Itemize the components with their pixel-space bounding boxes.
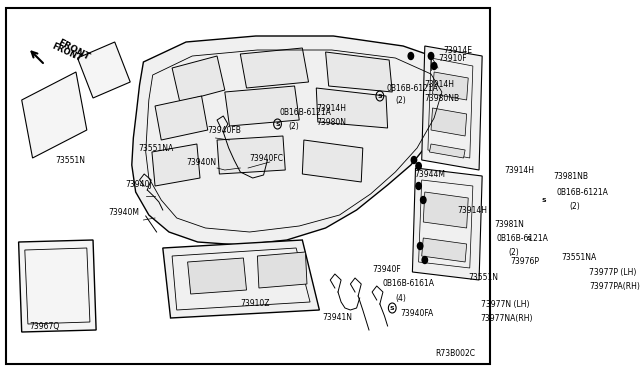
Text: 73977PA(RH): 73977PA(RH) (589, 282, 640, 291)
Text: 73551NA: 73551NA (138, 144, 173, 153)
Text: 73551N: 73551N (468, 273, 498, 282)
Polygon shape (155, 96, 208, 140)
Polygon shape (19, 240, 96, 332)
Text: 73976P: 73976P (510, 257, 539, 266)
Text: S: S (390, 305, 395, 311)
Text: S: S (378, 93, 382, 99)
Circle shape (412, 157, 417, 164)
Circle shape (408, 52, 413, 60)
Polygon shape (152, 144, 200, 186)
Text: 73940N: 73940N (186, 157, 216, 167)
Polygon shape (422, 46, 482, 170)
Text: FRONT: FRONT (56, 38, 91, 62)
Circle shape (416, 163, 421, 170)
Text: S: S (275, 122, 280, 126)
Text: 73944M: 73944M (414, 170, 445, 179)
Circle shape (416, 183, 421, 189)
Text: 73551N: 73551N (56, 155, 86, 164)
Text: 73967Q: 73967Q (29, 321, 60, 330)
Polygon shape (302, 140, 363, 182)
Circle shape (417, 243, 423, 250)
Text: 73940J: 73940J (125, 180, 152, 189)
Text: 73980N: 73980N (316, 118, 346, 126)
Text: 73914H: 73914H (316, 103, 346, 112)
Text: 73940M: 73940M (109, 208, 140, 217)
Circle shape (422, 257, 428, 263)
Text: R73B002C: R73B002C (436, 350, 476, 359)
Polygon shape (240, 48, 308, 88)
Text: S: S (526, 235, 531, 241)
Text: 73910Z: 73910Z (240, 299, 270, 308)
Text: 0B16B-6121A: 0B16B-6121A (496, 234, 548, 243)
Text: 73977NA(RH): 73977NA(RH) (481, 314, 533, 323)
Text: 73981N: 73981N (495, 219, 524, 228)
Polygon shape (326, 52, 392, 92)
Polygon shape (433, 72, 468, 100)
Text: 73977P (LH): 73977P (LH) (589, 267, 637, 276)
Text: 73910F: 73910F (439, 54, 467, 62)
Text: (2): (2) (509, 247, 519, 257)
Text: (2): (2) (396, 96, 406, 105)
Polygon shape (163, 240, 319, 318)
Text: 73940FB: 73940FB (208, 125, 242, 135)
Text: (2): (2) (289, 122, 299, 131)
Polygon shape (188, 258, 246, 294)
Text: (2): (2) (569, 202, 580, 211)
Polygon shape (132, 36, 458, 245)
Polygon shape (423, 192, 468, 228)
Polygon shape (22, 72, 87, 158)
Polygon shape (431, 108, 467, 136)
Polygon shape (429, 144, 465, 158)
Circle shape (431, 62, 437, 70)
Circle shape (428, 52, 434, 60)
Text: 73551NA: 73551NA (561, 253, 596, 263)
Text: 73981NB: 73981NB (554, 171, 589, 180)
Text: 73914H: 73914H (458, 205, 488, 215)
Text: 73940FC: 73940FC (250, 154, 284, 163)
Text: 73977N (LH): 73977N (LH) (481, 299, 529, 308)
Text: 0B16B-6121A: 0B16B-6121A (386, 83, 438, 93)
Polygon shape (217, 136, 285, 174)
Text: 73914E: 73914E (444, 45, 472, 55)
Text: (4): (4) (396, 294, 406, 302)
Text: 73914H: 73914H (425, 80, 455, 89)
Text: 0B16B-6121A: 0B16B-6121A (557, 187, 609, 196)
Polygon shape (422, 238, 467, 262)
Text: 73914H: 73914H (504, 166, 534, 174)
Polygon shape (225, 86, 300, 126)
Polygon shape (257, 252, 307, 288)
Polygon shape (77, 42, 130, 98)
Text: FRONT: FRONT (51, 41, 83, 63)
Polygon shape (316, 88, 388, 128)
Text: 0B16B-6121A: 0B16B-6121A (279, 108, 331, 116)
Text: 73941N: 73941N (323, 314, 353, 323)
Text: S: S (542, 198, 547, 202)
Text: 0B16B-6161A: 0B16B-6161A (383, 279, 435, 289)
Text: 73940FA: 73940FA (400, 310, 433, 318)
Text: 73980NB: 73980NB (425, 93, 460, 103)
Circle shape (420, 196, 426, 203)
Text: 73940F: 73940F (372, 266, 401, 275)
Polygon shape (412, 168, 482, 280)
Polygon shape (172, 56, 225, 102)
